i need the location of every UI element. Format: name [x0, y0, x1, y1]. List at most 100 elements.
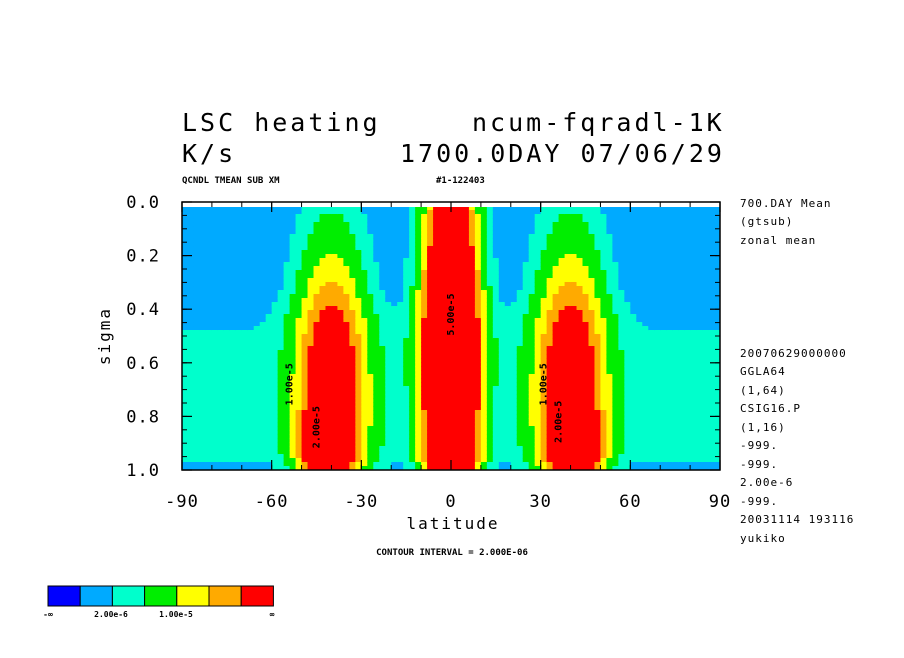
field-cell	[618, 422, 625, 427]
field-cell	[187, 366, 195, 371]
field-cell	[193, 378, 201, 383]
field-cell	[307, 290, 315, 295]
field-cell	[534, 258, 542, 263]
field-cell	[612, 278, 619, 283]
field-cell	[439, 306, 446, 311]
field-cell	[331, 314, 339, 319]
field-cell	[606, 210, 613, 215]
field-cell	[558, 378, 566, 383]
field-cell	[492, 334, 500, 339]
field-cell	[289, 350, 297, 355]
field-cell	[588, 294, 596, 299]
field-cell	[588, 398, 596, 403]
field-cell	[421, 278, 428, 283]
field-cell	[205, 214, 213, 219]
field-cell	[462, 314, 470, 319]
field-cell	[451, 450, 458, 455]
field-cell	[606, 422, 613, 427]
field-cell	[504, 290, 512, 295]
field-cell	[187, 314, 195, 319]
field-cell	[182, 450, 189, 455]
field-cell	[295, 210, 303, 215]
field-cell	[462, 410, 470, 415]
field-cell	[480, 302, 488, 307]
field-cell	[283, 278, 291, 283]
field-cell	[223, 326, 231, 331]
field-cell	[439, 270, 446, 275]
field-cell	[182, 338, 189, 343]
field-cell	[451, 238, 458, 243]
field-cell	[235, 410, 243, 415]
field-cell	[355, 266, 362, 271]
field-cell	[235, 462, 243, 467]
field-cell	[313, 382, 321, 387]
field-cell	[570, 410, 578, 415]
field-cell	[474, 242, 482, 247]
field-cell	[307, 334, 315, 339]
field-cell	[343, 274, 350, 279]
field-cell	[498, 358, 506, 363]
field-cell	[295, 250, 303, 255]
field-cell	[439, 238, 446, 243]
field-cell	[480, 426, 488, 431]
field-cell	[259, 290, 267, 295]
field-cell	[427, 362, 434, 367]
field-cell	[373, 394, 380, 399]
field-cell	[600, 402, 608, 407]
field-cell	[205, 302, 213, 307]
field-cell	[301, 246, 309, 251]
field-cell	[522, 446, 530, 451]
field-cell	[504, 366, 512, 371]
field-cell	[205, 350, 213, 355]
field-cell	[385, 454, 392, 459]
field-cell	[241, 350, 249, 355]
field-cell	[594, 334, 602, 339]
field-cell	[588, 374, 596, 379]
field-cell	[295, 450, 303, 455]
field-cell	[193, 310, 201, 315]
field-cell	[217, 346, 225, 351]
field-cell	[217, 374, 225, 379]
field-cell	[355, 238, 362, 243]
field-cell	[600, 358, 608, 363]
field-cell	[229, 362, 237, 367]
field-cell	[182, 302, 189, 307]
field-cell	[325, 446, 333, 451]
field-cell	[600, 274, 608, 279]
field-cell	[582, 294, 590, 299]
field-cell	[462, 242, 470, 247]
field-cell	[295, 330, 303, 335]
field-cell	[283, 454, 291, 459]
field-cell	[229, 334, 237, 339]
field-cell	[337, 446, 344, 451]
field-cell	[343, 338, 350, 343]
field-cell	[439, 334, 446, 339]
field-cell	[193, 422, 201, 427]
field-cell	[528, 442, 536, 447]
field-cell	[373, 346, 380, 351]
field-cell	[468, 366, 476, 371]
field-cell	[313, 406, 321, 411]
field-cell	[427, 342, 434, 347]
field-cell	[492, 330, 500, 335]
field-cell	[552, 350, 560, 355]
field-cell	[588, 322, 596, 327]
field-cell	[522, 238, 530, 243]
field-cell	[277, 246, 285, 251]
field-cell	[624, 254, 631, 259]
field-cell	[480, 258, 488, 263]
field-cell	[516, 446, 524, 451]
field-cell	[421, 290, 428, 295]
field-cell	[265, 362, 273, 367]
field-cell	[205, 338, 213, 343]
field-cell	[331, 354, 339, 359]
field-cell	[606, 286, 613, 291]
field-cell	[391, 458, 398, 463]
field-cell	[504, 254, 512, 259]
field-cell	[492, 242, 500, 247]
field-cell	[241, 442, 249, 447]
field-cell	[355, 354, 362, 359]
field-cell	[211, 350, 219, 355]
field-cell	[522, 218, 530, 223]
field-cell	[355, 462, 362, 467]
